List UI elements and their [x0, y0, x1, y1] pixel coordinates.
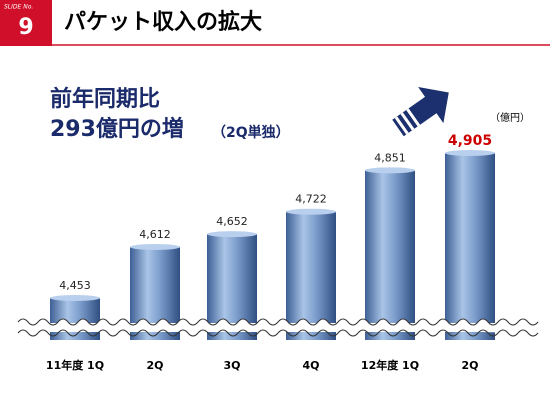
value-label: 4,851: [374, 151, 406, 164]
slide-badge: [0, 0, 52, 46]
axis-break-line: [17, 329, 539, 337]
value-label: 4,905: [448, 133, 492, 149]
bar: [365, 167, 415, 340]
axis-break-line: [17, 318, 539, 326]
value-label: 4,652: [216, 215, 248, 228]
axis-break-fill: [18, 323, 538, 332]
bar: [286, 208, 336, 340]
value-label: 4,453: [59, 279, 91, 292]
slide-label: SLIDE No.: [4, 4, 33, 11]
headline-line: 293億円の増: [50, 116, 184, 142]
bar: [445, 150, 495, 340]
value-label: 4,612: [139, 228, 171, 241]
headline-note: （2Q単独）: [212, 124, 290, 141]
x-tick-label: 3Q: [223, 359, 240, 372]
slide-number: 9: [18, 15, 33, 40]
x-tick-label: 2Q: [461, 359, 478, 372]
x-tick-label: 12年度 1Q: [361, 358, 419, 372]
x-tick-label: 2Q: [146, 359, 163, 372]
headline-line: 前年同期比: [50, 86, 160, 112]
x-tick-label: 11年度 1Q: [46, 358, 104, 372]
x-tick-label: 4Q: [302, 359, 319, 372]
slide-title: パケット収入の拡大: [64, 10, 262, 35]
unit-label: （億円）: [490, 111, 530, 124]
value-label: 4,722: [295, 193, 327, 206]
growth-arrow: [392, 87, 449, 137]
